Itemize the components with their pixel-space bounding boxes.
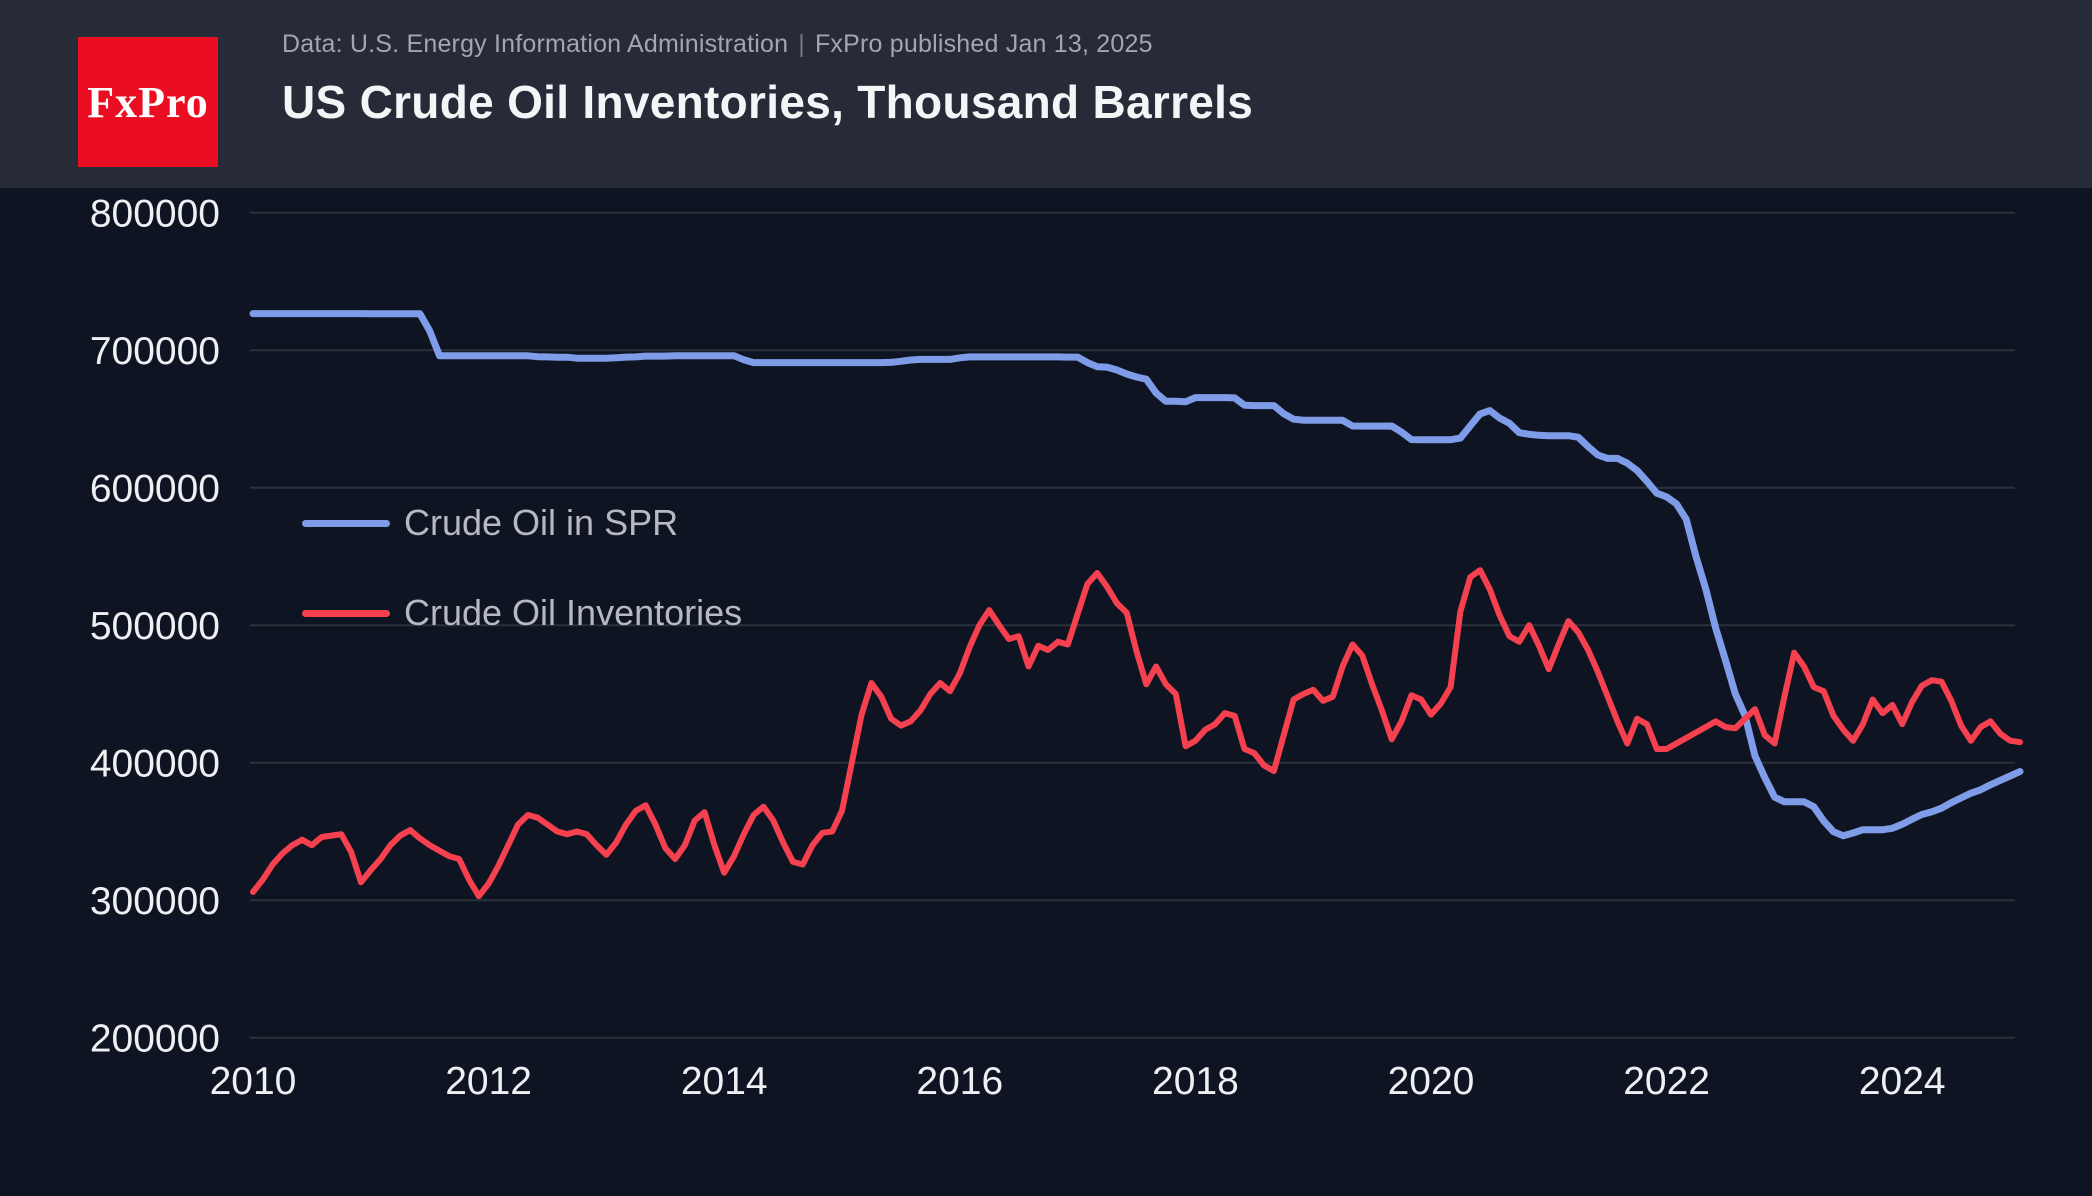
x-axis-tick-label: 2024: [1859, 1060, 1946, 1103]
header-bar: FxPro Data: U.S. Energy Information Admi…: [0, 0, 2092, 188]
inventories-line-swatch: [302, 609, 390, 617]
y-axis-tick-label: 800000: [90, 193, 220, 236]
header-text-block: Data: U.S. Energy Information Administra…: [282, 30, 1253, 129]
y-axis-tick-label: 200000: [90, 1018, 220, 1061]
legend-item-inventories: Crude Oil Inventories: [302, 582, 742, 644]
x-axis-tick-label: 2016: [916, 1060, 1003, 1103]
chart-legend: Crude Oil in SPR Crude Oil Inventories: [302, 492, 742, 672]
x-axis-tick-label: 2010: [210, 1060, 297, 1103]
published-date-text: FxPro published Jan 13, 2025: [814, 30, 1153, 58]
inventories-data-line: [250, 567, 2023, 900]
data-source-text: Data: U.S. Energy Information Administra…: [282, 30, 789, 58]
chart-title: US Crude Oil Inventories, Thousand Barre…: [282, 76, 1254, 128]
y-axis-tick-label: 300000: [90, 880, 220, 923]
y-axis-tick-label: 600000: [90, 468, 220, 511]
x-axis-tick-label: 2022: [1623, 1060, 1710, 1103]
x-axis-tick-label: 2014: [681, 1060, 768, 1103]
fxpro-logo-text: FxPro: [87, 77, 209, 127]
subtitle-separator: |: [798, 30, 805, 58]
x-axis-tick-label: 2018: [1152, 1060, 1239, 1103]
spr-data-line: [249, 310, 2024, 840]
spr-line-swatch: [302, 519, 390, 527]
y-axis-tick-label: 400000: [90, 743, 220, 786]
x-axis-tick-label: 2020: [1388, 1060, 1475, 1103]
legend-label-inventories: Crude Oil Inventories: [404, 592, 743, 633]
legend-label-spr: Crude Oil in SPR: [404, 502, 679, 543]
y-axis-tick-label: 500000: [90, 605, 220, 648]
chart-source-line: Data: U.S. Energy Information Administra…: [282, 30, 1253, 59]
fxpro-logo: FxPro: [78, 37, 218, 167]
x-axis-tick-label: 2012: [445, 1060, 532, 1103]
legend-item-spr: Crude Oil in SPR: [302, 492, 742, 554]
y-axis-tick-label: 700000: [90, 330, 220, 373]
